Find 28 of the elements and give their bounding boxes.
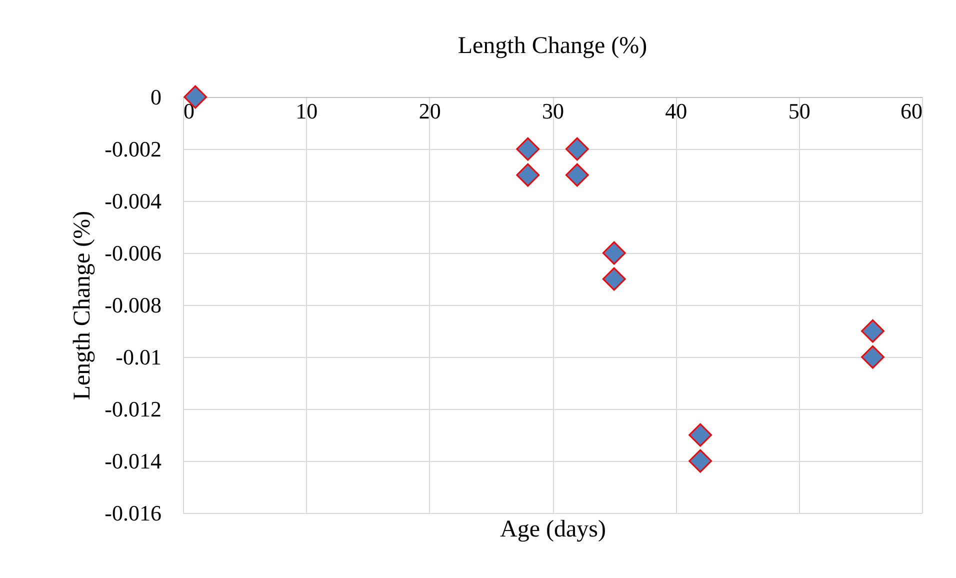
- point: [565, 137, 589, 161]
- point: [602, 267, 626, 291]
- point: [602, 241, 626, 265]
- y-tick-label: -0.012: [104, 396, 162, 422]
- x-tick-label: 30: [542, 98, 564, 124]
- y-tick-label: -0.01: [116, 344, 162, 370]
- point: [565, 163, 589, 187]
- y-tick-label: -0.002: [104, 136, 162, 162]
- point: [688, 423, 712, 447]
- point: [516, 137, 540, 161]
- x-tick-label: 60: [900, 98, 922, 124]
- point: [688, 449, 712, 473]
- y-tick-label: -0.008: [104, 292, 162, 318]
- chart-title: Length Change (%): [458, 33, 648, 60]
- x-tick-label: 0: [184, 98, 194, 124]
- y-tick-label: -0.016: [104, 500, 162, 526]
- x-axis-title: Age (days): [500, 516, 606, 542]
- y-axis-title: Length Change (%): [70, 210, 96, 400]
- y-tick-label: -0.006: [104, 240, 162, 266]
- x-tick-label: 40: [665, 98, 688, 124]
- x-tick-label: 10: [296, 98, 318, 124]
- y-tick-label: -0.004: [104, 188, 162, 214]
- point: [861, 345, 884, 369]
- point: [516, 163, 540, 187]
- x-tick-label: 20: [418, 98, 441, 124]
- y-tick-label: -0.014: [104, 448, 162, 474]
- x-tick-label: 50: [788, 98, 810, 124]
- point: [861, 319, 884, 343]
